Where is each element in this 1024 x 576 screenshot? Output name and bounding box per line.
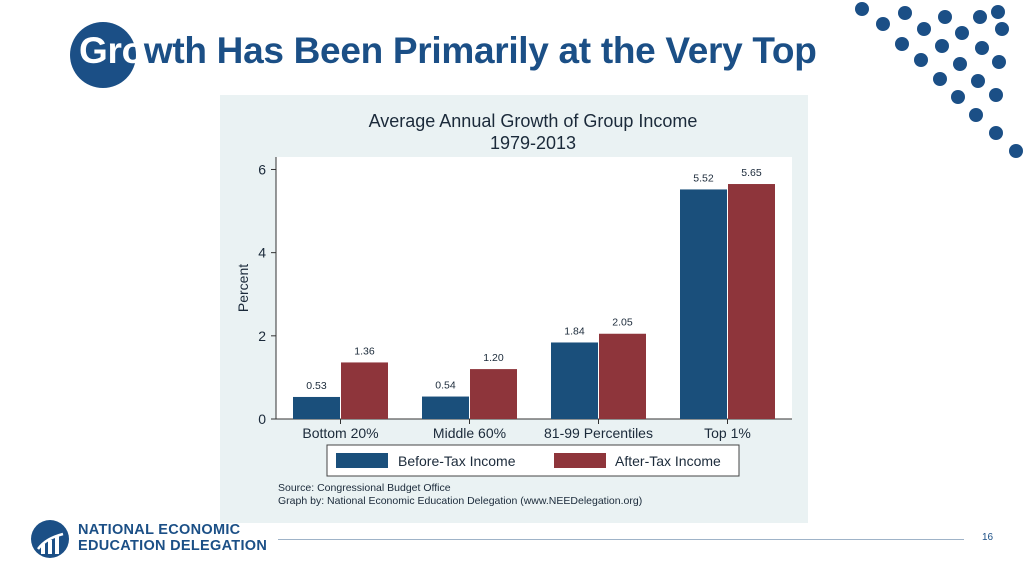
x-tick-label: Bottom 20% [302,425,378,441]
page-number: 16 [982,532,994,543]
bar-value-label: 1.20 [483,352,504,364]
chart-source-note: Source: Congressional Budget Office [278,482,451,494]
nee-logo-icon [31,520,69,558]
chart-subtitle: 1979-2013 [490,133,576,153]
bar-value-label: 0.53 [306,380,327,392]
bar-before-tax [422,396,469,419]
x-tick-label: Top 1% [704,425,751,441]
decorative-dot [991,5,1005,19]
decorative-dot [975,41,989,55]
slide-title-part-a: Gro [79,30,144,71]
organization-name-line1: NATIONAL ECONOMIC [78,522,241,538]
decorative-dot [971,74,985,88]
decorative-dot [953,57,967,71]
decorative-dot [992,55,1006,69]
bar-before-tax [551,342,598,419]
decorative-dot [995,22,1009,36]
y-tick-label: 0 [258,411,266,427]
bars: 0.53 1.36 0.54 1.20 1.84 2.05 5.52 5.65 [293,167,775,419]
bar-value-label: 0.54 [435,380,456,392]
decorative-dot [876,17,890,31]
decorative-dot [955,26,969,40]
slide-title-part-b: wth Has Been Primarily at the Very Top [143,30,817,71]
bar-before-tax [293,396,340,419]
x-tick-label: 81-99 Percentiles [544,425,653,441]
decorative-dot [989,126,1003,140]
decorative-dot [933,72,947,86]
bar-value-label: 5.65 [741,167,762,179]
organization-name-line2: EDUCATION DELEGATION [78,538,268,554]
decorative-dot [895,37,909,51]
bar-after-tax [728,184,775,419]
y-tick-label: 6 [258,161,266,177]
bar-after-tax [599,333,646,419]
decorative-dot [935,39,949,53]
bar-before-tax [680,189,727,419]
bar-value-label: 1.36 [354,345,375,357]
legend-box [326,444,740,477]
chart-title: Average Annual Growth of Group Income [369,111,698,131]
bar-value-label: 1.84 [564,325,585,337]
bar-value-label: 5.52 [693,172,714,184]
decorative-dot [938,10,952,24]
decorative-dot [951,90,965,104]
decorative-dot [855,2,869,16]
title-circle-accent [70,22,136,88]
bar-after-tax [341,362,388,419]
y-axis-label: Percent [235,264,251,312]
bar-chart: Average Annual Growth of Group Income 19… [235,111,792,507]
bar-value-label: 2.05 [612,317,633,329]
y-tick-label: 4 [258,245,266,261]
legend-swatch-before-tax [336,453,388,468]
legend-swatch-after-tax [554,453,606,468]
y-tick-label: 2 [258,328,266,344]
y-axis: 0 2 4 6 [258,161,276,427]
chart-credit-note: Graph by: National Economic Education De… [278,495,642,507]
decorative-dot [1009,144,1023,158]
slide-title: Growth Has Been Primarily at the Very To… [79,30,817,72]
bar-after-tax [470,369,517,419]
x-axis-labels: Bottom 20% Middle 60% 81-99 Percentiles Top… [302,419,751,441]
decorative-dot [973,10,987,24]
decorative-dot [989,88,1003,102]
decorative-dot [898,6,912,20]
footer-divider [278,539,964,540]
organization-name: NATIONAL ECONOMIC EDUCATION DELEGATION [78,522,267,554]
decorative-dot [914,53,928,67]
decorative-dot [969,108,983,122]
legend-label-after-tax: After-Tax Income [615,453,721,469]
decorative-dot [917,22,931,36]
legend-label-before-tax: Before-Tax Income [398,453,516,469]
x-tick-label: Middle 60% [433,425,506,441]
chart-panel: Average Annual Growth of Group Income 19… [220,95,808,523]
